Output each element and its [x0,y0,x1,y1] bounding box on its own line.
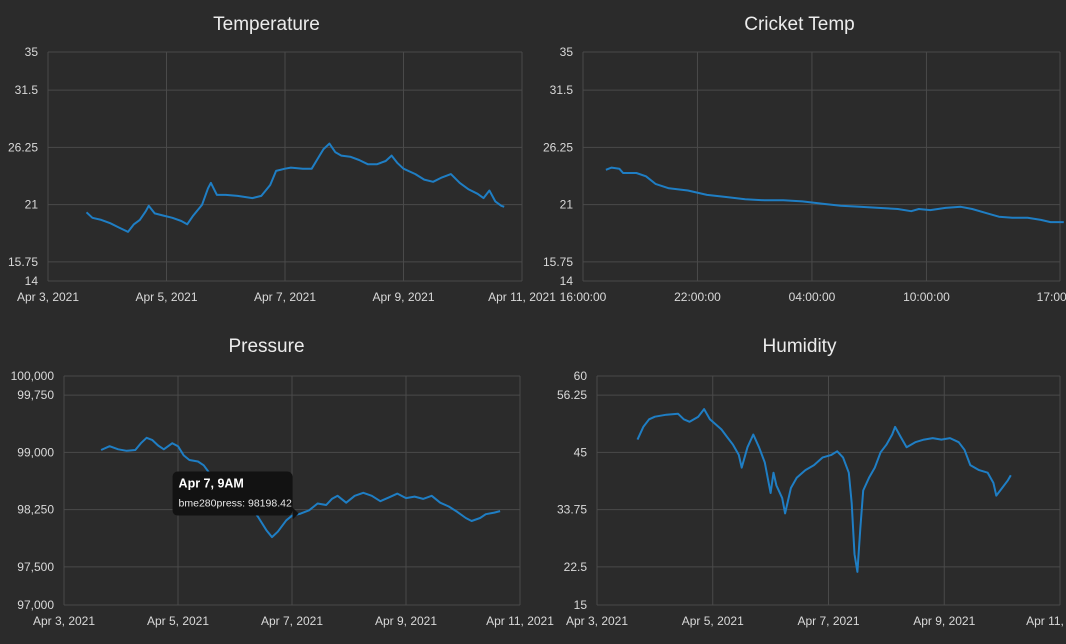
x-tick-label: Apr 3, 2021 [33,614,95,628]
x-tick-label: Apr 9, 2021 [913,614,975,628]
y-tick-label: 97,000 [17,598,54,612]
chart-humidity[interactable]: 60 56.25 45 33.75 22.5 15 Apr 3, 2021 Apr 5, 20… [533,322,1066,644]
y-tick-label: 31.5 [550,83,574,97]
chart-title: Cricket Temp [744,14,855,35]
x-tick-label: 10:00:00 [903,290,950,304]
y-tick-label: 26.25 [8,140,38,154]
tooltip: Apr 7, 9AM bme280press: 98198.42 [172,471,299,520]
y-tick-label: 15.75 [543,255,573,269]
y-tick-label: 99,750 [17,388,54,402]
x-tick-label: Apr 7, 2021 [797,614,859,628]
x-tick-label: 22:00:00 [674,290,721,304]
tooltip-body: bme280press: 98198.42 [179,498,292,510]
x-tick-label: Apr 5, 2021 [682,614,744,628]
chart-panel-temperature: Temperature 35 31.5 26.25 21 15.75 14 Apr 3, 2… [0,0,556,322]
chart-title: Temperature [213,14,320,35]
y-tick-label: 21 [560,198,574,212]
x-tick-label: Apr 11, 2021 [486,614,554,628]
chart-pressure[interactable]: 100,000 99,750 99,000 98,250 97,500 97,000 Apr… [0,322,555,644]
y-tick-label: 14 [25,274,39,288]
y-tick-label: 56.25 [557,388,587,402]
y-tick-label: 45 [574,445,588,459]
chart-title: Pressure [228,336,305,357]
tooltip-caret [292,507,299,520]
y-tick-label: 33.75 [557,503,587,517]
y-tick-label: 22.5 [564,560,588,574]
y-tick-label: 14 [560,274,574,288]
x-tick-label: Apr 7, 2021 [261,614,323,628]
chart-cricket-temp[interactable]: 35 31.5 26.25 21 15.75 14 16:00:00 22:00:00 04:0… [533,0,1066,322]
x-tick-label: Apr 5, 2021 [135,290,197,304]
chart-panel-pressure: Pressure 100,000 99,750 99,000 98,250 97,500… [0,322,555,644]
x-tick-label: Apr 5, 2021 [147,614,209,628]
y-tick-label: 21 [25,198,39,212]
series-line[interactable] [605,166,1064,224]
x-tick-label: Apr 9, 2021 [375,614,437,628]
y-tick-label: 15.75 [8,255,38,269]
x-tick-label: Apr 11, 2021 [1026,614,1066,628]
tooltip-box [172,471,293,516]
x-tick-label: Apr 11, 2021 [488,290,556,304]
x-tick-label: Apr 7, 2021 [254,290,316,304]
series-line[interactable] [85,142,505,233]
y-tick-label: 98,250 [17,503,54,517]
tooltip-title: Apr 7, 9AM [179,477,244,491]
chart-panel-humidity: Humidity 60 56.25 45 33.75 22.5 15 Apr 3, 2021… [533,322,1066,644]
y-tick-label: 35 [25,45,39,59]
x-tick-label: 16:00:00 [560,290,607,304]
y-tick-label: 35 [560,45,574,59]
y-tick-label: 60 [574,369,588,383]
y-tick-label: 100,000 [11,369,55,383]
y-tick-label: 99,000 [17,445,54,459]
series-line[interactable] [100,436,501,539]
x-tick-label: Apr 9, 2021 [372,290,434,304]
x-tick-label: 17:00:00 [1037,290,1066,304]
x-tick-label: Apr 3, 2021 [566,614,628,628]
chart-panel-cricket-temp: Cricket Temp 35 31.5 26.25 21 15.75 14 16:00:0… [533,0,1066,322]
y-tick-label: 97,500 [17,560,54,574]
y-tick-label: 15 [574,598,588,612]
x-tick-label: 04:00:00 [789,290,836,304]
x-tick-label: Apr 3, 2021 [17,290,79,304]
y-tick-label: 26.25 [543,140,573,154]
chart-title: Humidity [762,336,837,357]
y-tick-label: 31.5 [15,83,39,97]
series-line[interactable] [636,408,1012,573]
chart-temperature[interactable]: 35 31.5 26.25 21 15.75 14 Apr 3, 2021 Apr 5, 20… [0,0,556,322]
